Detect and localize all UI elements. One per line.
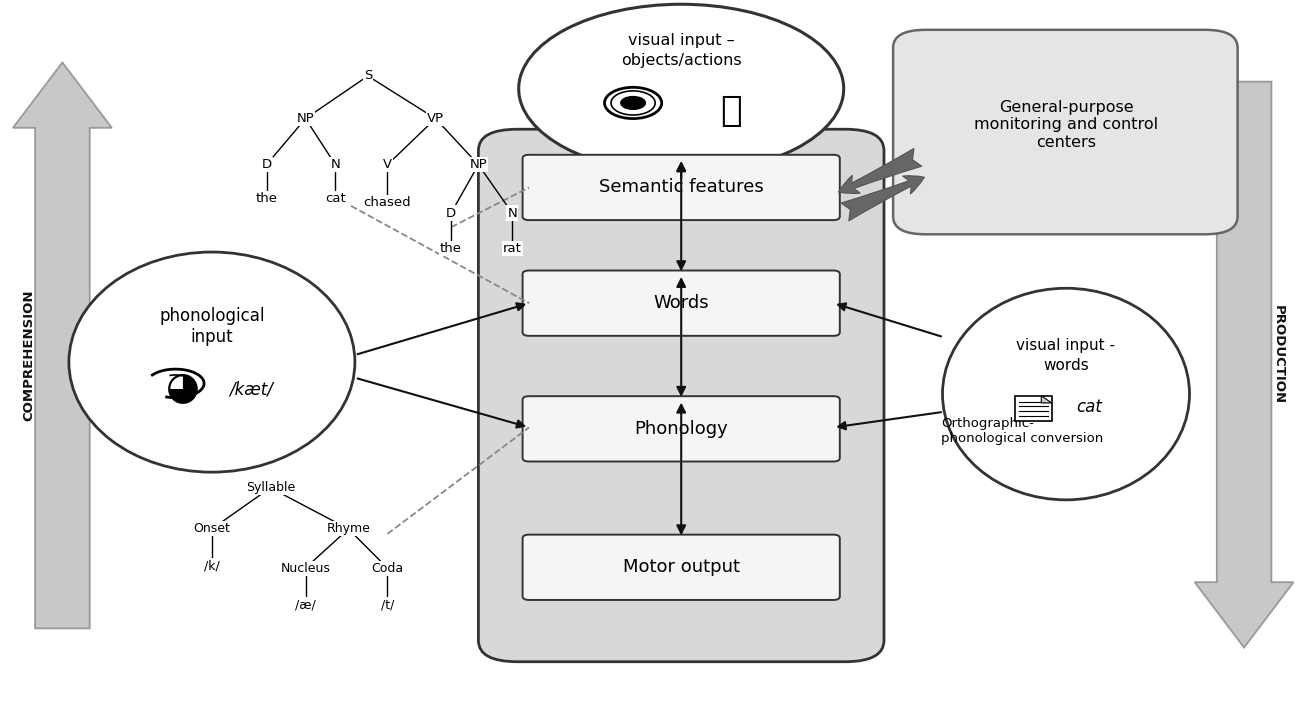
Polygon shape (1041, 395, 1052, 403)
Text: NP: NP (469, 158, 488, 171)
Text: cat: cat (1076, 398, 1102, 416)
FancyBboxPatch shape (523, 535, 840, 600)
Ellipse shape (519, 4, 844, 173)
Circle shape (604, 87, 662, 119)
Text: cat: cat (325, 192, 346, 205)
Text: chased: chased (364, 196, 411, 209)
Text: /æ/: /æ/ (295, 599, 316, 611)
FancyBboxPatch shape (523, 271, 840, 336)
Text: N: N (507, 207, 517, 219)
Text: objects/actions: objects/actions (621, 53, 741, 68)
Text: /kæt/: /kæt/ (229, 380, 273, 398)
Text: the: the (256, 192, 277, 205)
Text: the: the (441, 242, 462, 255)
Text: Words: Words (654, 294, 708, 312)
Text: Onset: Onset (194, 523, 230, 535)
Text: D: D (261, 158, 272, 171)
Text: N: N (330, 158, 341, 171)
Text: PRODUCTION: PRODUCTION (1271, 305, 1284, 405)
Text: General-purpose
monitoring and control
centers: General-purpose monitoring and control c… (974, 100, 1158, 150)
FancyBboxPatch shape (893, 30, 1238, 234)
Text: /t/: /t/ (381, 599, 394, 611)
Text: Semantic features: Semantic features (599, 178, 763, 197)
Polygon shape (13, 62, 112, 628)
Polygon shape (1195, 82, 1294, 648)
Text: 🐈: 🐈 (720, 94, 741, 129)
Text: /k/: /k/ (204, 559, 220, 572)
Text: S: S (364, 70, 372, 82)
Text: Nucleus: Nucleus (281, 562, 330, 574)
Circle shape (620, 96, 646, 110)
Text: NP: NP (296, 112, 315, 125)
Text: COMPREHENSION: COMPREHENSION (22, 289, 35, 421)
FancyBboxPatch shape (478, 129, 884, 662)
Ellipse shape (69, 252, 355, 472)
Text: visual input –: visual input – (628, 33, 734, 48)
FancyBboxPatch shape (523, 396, 840, 462)
Text: Orthographic-
pho​nological conversion: Orthographic- pho​nological conversion (941, 417, 1104, 445)
FancyBboxPatch shape (1015, 395, 1052, 420)
FancyBboxPatch shape (523, 155, 840, 220)
Text: Phonology: Phonology (634, 420, 728, 438)
Text: Rhyme: Rhyme (326, 523, 370, 535)
Text: words: words (1043, 358, 1089, 373)
Text: D: D (446, 207, 456, 219)
Ellipse shape (942, 288, 1190, 500)
Text: ◕: ◕ (166, 368, 200, 406)
Text: visual input -: visual input - (1017, 338, 1115, 354)
Text: Syllable: Syllable (246, 481, 295, 494)
Text: Coda: Coda (372, 562, 403, 574)
Text: input: input (191, 328, 233, 346)
Text: VP: VP (426, 112, 445, 125)
Text: rat: rat (503, 242, 521, 255)
Text: phonological: phonological (159, 307, 265, 325)
Text: V: V (382, 158, 393, 171)
Text: Motor output: Motor output (623, 558, 740, 577)
